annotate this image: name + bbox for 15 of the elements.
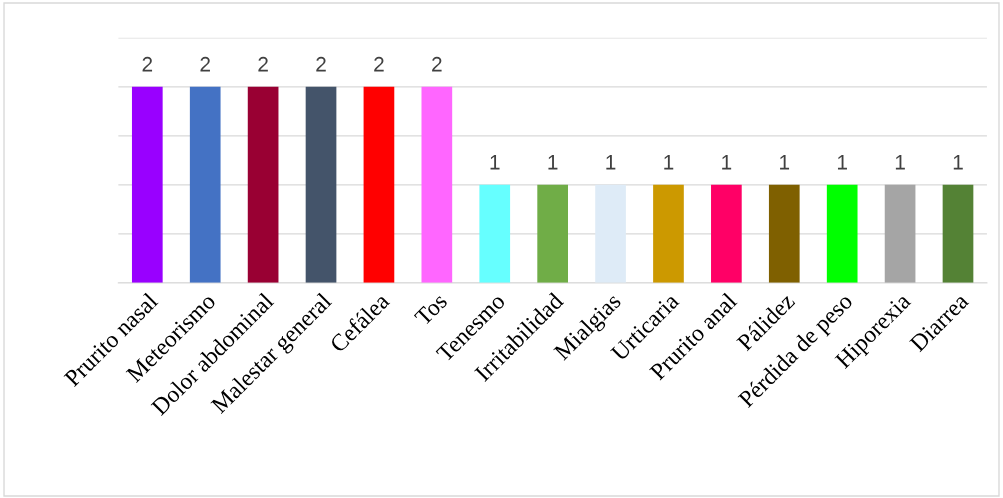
data-label: 1 (780, 155, 790, 170)
data-label: 2 (200, 56, 210, 72)
data-label: 1 (837, 155, 847, 170)
data-label: 2 (258, 56, 268, 72)
data-label: 1 (895, 155, 905, 170)
data-label: 1 (548, 155, 558, 170)
data-label: 2 (316, 56, 326, 72)
data-label: 2 (432, 56, 442, 72)
data-label: 2 (374, 56, 384, 72)
data-label: 1 (953, 155, 963, 170)
data-label: 2 (142, 56, 153, 72)
data-label: 1 (606, 155, 616, 170)
data-label: 1 (664, 155, 674, 170)
data-label: 1 (490, 155, 500, 170)
data-label: 1 (722, 155, 732, 170)
